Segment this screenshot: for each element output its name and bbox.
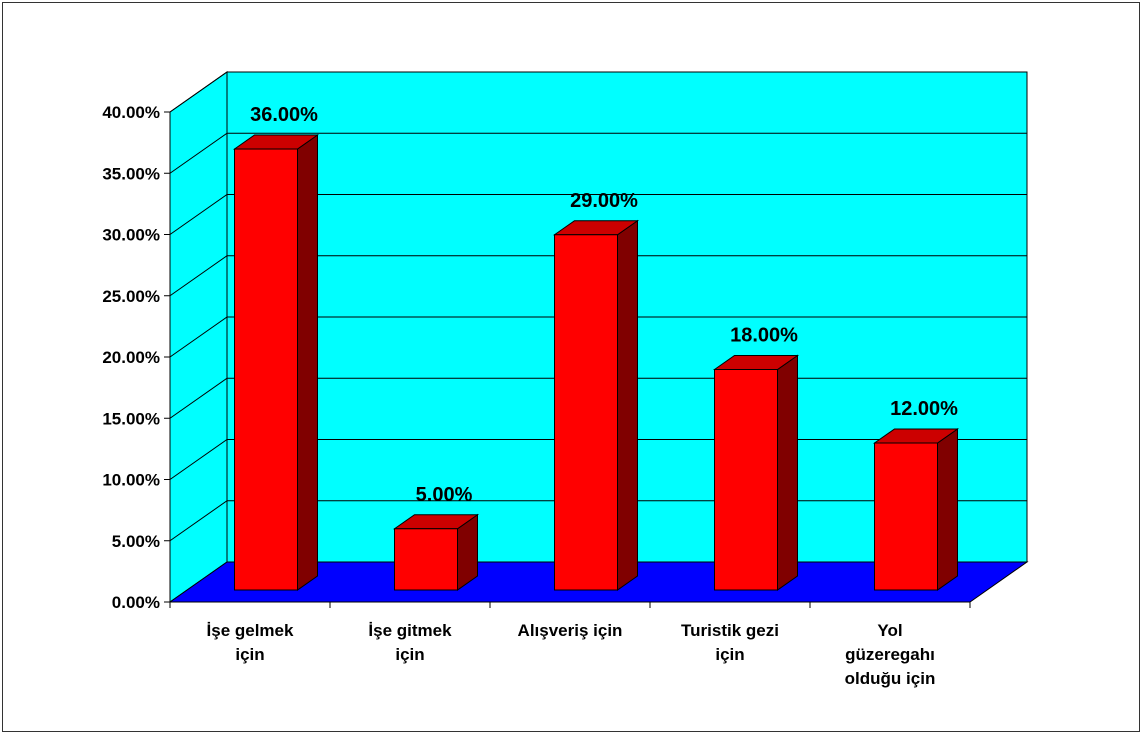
bar <box>394 528 458 591</box>
y-tick-label: 15.00% <box>102 409 160 428</box>
gridline <box>169 71 1027 113</box>
x-category-label: güzeregahı <box>845 645 935 664</box>
x-category-label: İşe gelmek <box>207 621 294 640</box>
y-tick-label: 30.00% <box>102 226 160 245</box>
x-category-label: Turistik gezi <box>681 621 779 640</box>
bar <box>874 442 938 591</box>
x-category-label: için <box>395 645 424 664</box>
x-category-label: olduğu için <box>845 669 936 688</box>
y-tick-label: 35.00% <box>102 164 160 183</box>
y-tick-label: 0.00% <box>112 593 160 612</box>
gridline <box>169 132 1027 174</box>
data-label: 5.00% <box>416 484 473 506</box>
y-tick-label: 5.00% <box>112 532 160 551</box>
gridline <box>169 316 1027 358</box>
x-category-label: Alışveriş için <box>518 621 623 640</box>
bar <box>234 148 298 591</box>
bar-side <box>617 219 638 591</box>
bar <box>554 234 618 591</box>
y-tick-label: 20.00% <box>102 348 160 367</box>
gridline <box>169 194 1027 235</box>
bar-side <box>297 134 318 591</box>
y-tick-label: 10.00% <box>102 471 160 490</box>
x-category-label: için <box>715 645 744 664</box>
y-tick-label: 40.00% <box>102 103 160 122</box>
x-category-label: Yol <box>877 621 902 640</box>
bar <box>714 369 778 591</box>
data-label: 12.00% <box>890 398 958 420</box>
data-label: 18.00% <box>730 325 798 347</box>
data-label: 29.00% <box>570 190 638 212</box>
bar-side <box>777 354 798 591</box>
y-tick-label: 25.00% <box>102 287 160 306</box>
gridline <box>169 255 1027 297</box>
data-label: 36.00% <box>250 104 318 126</box>
x-category-label: için <box>235 645 264 664</box>
bar-side <box>937 428 958 591</box>
x-category-label: İşe gitmek <box>368 621 452 640</box>
